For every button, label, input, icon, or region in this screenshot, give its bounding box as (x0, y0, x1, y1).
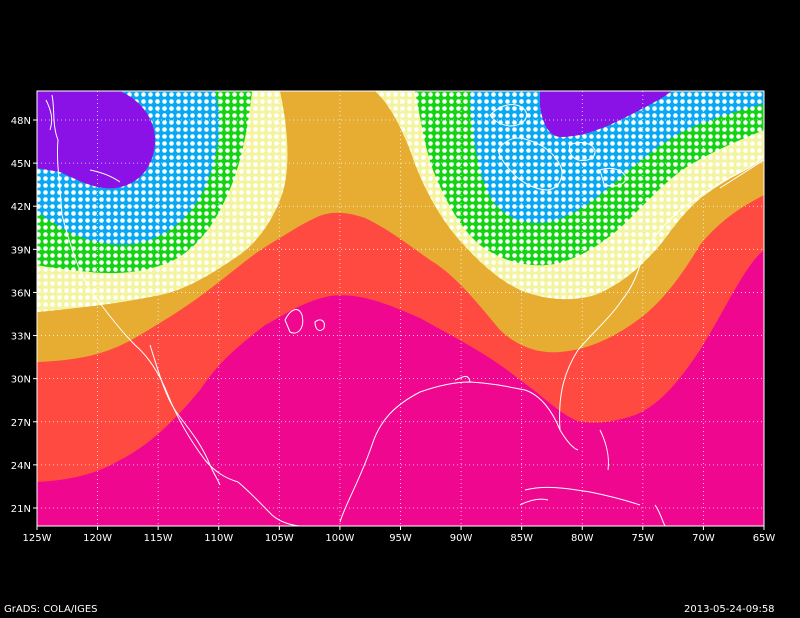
latitude-label: 33N (11, 332, 31, 343)
latitude-label: 27N (11, 418, 31, 429)
longitude-label: 125W (23, 533, 52, 544)
longitude-label: 120W (83, 533, 112, 544)
lat-lon-grid (37, 91, 764, 526)
longitude-label: 75W (632, 533, 655, 544)
longitude-label: 85W (510, 533, 533, 544)
coastlines (45, 94, 764, 526)
longitude-label: 105W (265, 533, 294, 544)
longitude-label: 110W (204, 533, 233, 544)
latitude-labels: 48N 45N 42N 39N 36N 33N 30N 27N 24N 21N (11, 116, 31, 515)
longitude-label: 100W (325, 533, 354, 544)
latitude-label: 45N (11, 159, 31, 170)
longitude-labels: 125W 120W 115W 110W 105W 100W 95W 90W 85W 80W 75W 7… (23, 533, 776, 544)
latitude-label: 21N (11, 504, 31, 515)
axis-ticks (33, 119, 765, 530)
longitude-label: 90W (450, 533, 473, 544)
footer-timestamp: 2013-05-24-09:58 (684, 604, 775, 615)
longitude-label: 95W (389, 533, 412, 544)
longitude-label: 80W (571, 533, 594, 544)
latitude-label: 39N (11, 245, 31, 256)
latitude-label: 48N (11, 116, 31, 127)
stipple-east (375, 91, 764, 300)
longitude-label: 70W (692, 533, 715, 544)
violet-west-cover (37, 91, 155, 189)
plot-area (37, 91, 764, 526)
longitude-label: 65W (753, 533, 776, 544)
latitude-label: 24N (11, 461, 31, 472)
latitude-label: 36N (11, 288, 31, 299)
footer-credit: GrADS: COLA/IGES (4, 604, 98, 615)
latitude-label: 30N (11, 375, 31, 386)
latitude-label: 42N (11, 202, 31, 213)
longitude-label: 115W (144, 533, 173, 544)
violet-east-cover (540, 91, 672, 137)
